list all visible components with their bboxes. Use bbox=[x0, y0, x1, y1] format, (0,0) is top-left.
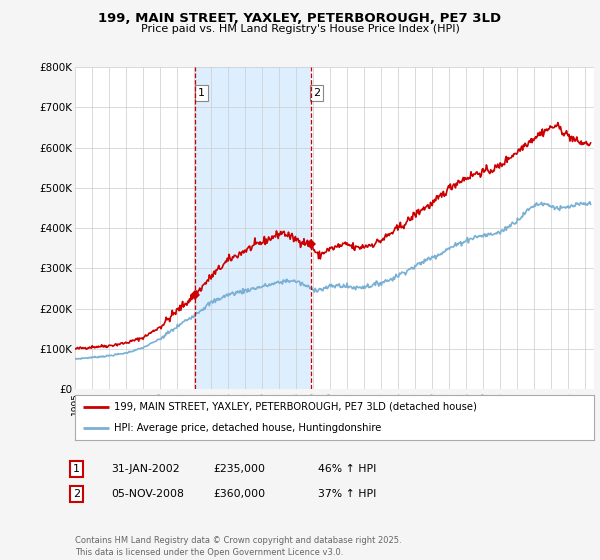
Text: 37% ↑ HPI: 37% ↑ HPI bbox=[318, 489, 376, 499]
Text: 2: 2 bbox=[73, 489, 80, 499]
Text: 2: 2 bbox=[313, 88, 320, 98]
Bar bbox=[196, 67, 311, 389]
Text: 46% ↑ HPI: 46% ↑ HPI bbox=[318, 464, 376, 474]
Text: 199, MAIN STREET, YAXLEY, PETERBOROUGH, PE7 3LD (detached house): 199, MAIN STREET, YAXLEY, PETERBOROUGH, … bbox=[114, 402, 477, 412]
Text: Contains HM Land Registry data © Crown copyright and database right 2025.
This d: Contains HM Land Registry data © Crown c… bbox=[75, 536, 401, 557]
Text: Price paid vs. HM Land Registry's House Price Index (HPI): Price paid vs. HM Land Registry's House … bbox=[140, 24, 460, 34]
Text: 1: 1 bbox=[73, 464, 80, 474]
Text: 31-JAN-2002: 31-JAN-2002 bbox=[111, 464, 179, 474]
Text: £360,000: £360,000 bbox=[213, 489, 265, 499]
Text: HPI: Average price, detached house, Huntingdonshire: HPI: Average price, detached house, Hunt… bbox=[114, 422, 382, 432]
Text: £235,000: £235,000 bbox=[213, 464, 265, 474]
Text: 05-NOV-2008: 05-NOV-2008 bbox=[111, 489, 184, 499]
Text: 1: 1 bbox=[198, 88, 205, 98]
Text: 199, MAIN STREET, YAXLEY, PETERBOROUGH, PE7 3LD: 199, MAIN STREET, YAXLEY, PETERBOROUGH, … bbox=[98, 12, 502, 25]
